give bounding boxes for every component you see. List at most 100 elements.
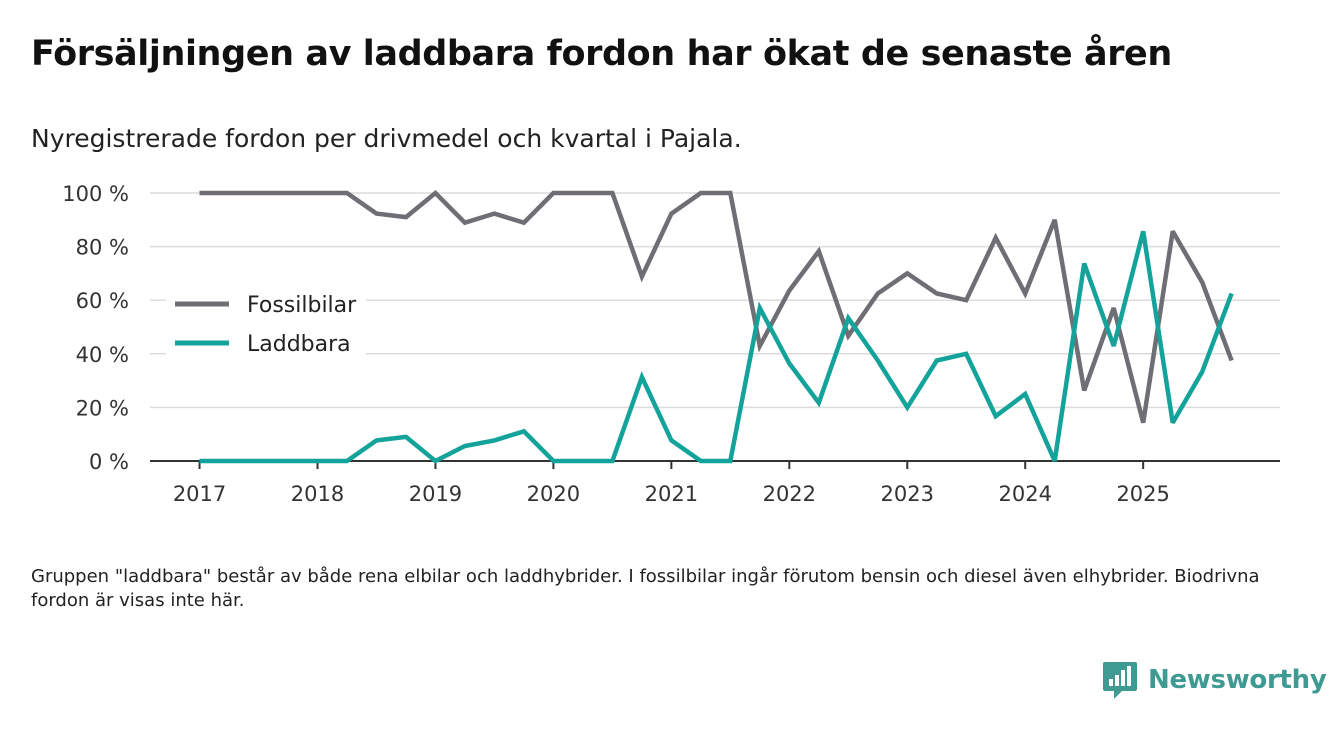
- data-point: [522, 221, 526, 225]
- data-point: [935, 291, 939, 295]
- data-point: [404, 215, 408, 219]
- x-tick-label: 2020: [527, 482, 580, 506]
- data-point: [846, 316, 850, 320]
- brand-logo[interactable]: Newsworthy: [1102, 660, 1327, 700]
- data-point: [728, 191, 732, 195]
- y-tick-label: 0 %: [89, 450, 129, 474]
- x-tick-label: 2021: [645, 482, 698, 506]
- data-point: [286, 191, 290, 195]
- newsworthy-logo-icon: [1103, 662, 1137, 699]
- x-tick-label: 2018: [291, 482, 344, 506]
- legend-label-laddbara: Laddbara: [247, 332, 351, 357]
- data-point: [315, 459, 319, 463]
- data-point: [433, 191, 437, 195]
- data-point: [315, 191, 319, 195]
- data-point: [197, 459, 201, 463]
- data-point: [1023, 291, 1027, 295]
- data-point: [905, 405, 909, 409]
- data-point: [758, 306, 762, 310]
- data-point: [286, 459, 290, 463]
- y-tick-label: 60 %: [76, 289, 129, 313]
- data-point: [551, 191, 555, 195]
- y-tick-label: 20 %: [76, 396, 129, 420]
- data-point: [551, 459, 555, 463]
- data-point: [905, 271, 909, 275]
- series-fossilbilar: [197, 189, 1234, 424]
- x-tick-label: 2024: [998, 482, 1051, 506]
- data-point: [994, 236, 998, 240]
- data-point: [1229, 291, 1233, 295]
- data-point: [669, 438, 673, 442]
- data-point: [817, 249, 821, 253]
- data-point: [787, 361, 791, 365]
- y-tick-label: 40 %: [76, 343, 129, 367]
- data-point: [964, 298, 968, 302]
- data-point: [817, 401, 821, 405]
- data-point: [463, 444, 467, 448]
- y-tick-label: 80 %: [76, 236, 129, 260]
- data-point: [1023, 392, 1027, 396]
- data-point: [1200, 280, 1204, 284]
- data-point: [994, 414, 998, 418]
- legend-label-fossilbilar: Fossilbilar: [247, 293, 357, 318]
- brand-name: Newsworthy: [1148, 665, 1327, 695]
- chart-title: Försäljningen av laddbara fordon har öka…: [31, 34, 1172, 74]
- data-point: [522, 429, 526, 433]
- data-point: [197, 191, 201, 195]
- data-point: [227, 459, 231, 463]
- data-point: [581, 191, 585, 195]
- data-point: [1200, 370, 1204, 374]
- data-point: [492, 438, 496, 442]
- data-point: [1053, 459, 1057, 463]
- series-lines: [197, 189, 1234, 464]
- data-point: [492, 211, 496, 215]
- data-point: [1141, 420, 1145, 424]
- data-point: [1111, 306, 1115, 310]
- series-line-fossilbilar: [199, 189, 1234, 424]
- data-point: [345, 191, 349, 195]
- data-point: [876, 358, 880, 362]
- data-point: [1229, 358, 1233, 362]
- data-point: [1082, 388, 1086, 392]
- legend-background: [166, 286, 366, 366]
- data-point: [640, 375, 644, 379]
- series-laddbara: [197, 229, 1234, 464]
- data-point: [374, 211, 378, 215]
- data-point: [404, 435, 408, 439]
- data-point: [669, 211, 673, 215]
- data-point: [581, 459, 585, 463]
- data-point: [227, 191, 231, 195]
- data-point: [1082, 261, 1086, 265]
- data-point: [758, 344, 762, 348]
- x-tick-label: 2023: [881, 482, 934, 506]
- data-point: [1170, 229, 1174, 233]
- data-point: [728, 459, 732, 463]
- data-point: [610, 191, 614, 195]
- data-point: [1141, 229, 1145, 233]
- data-point: [463, 221, 467, 225]
- data-point: [935, 358, 939, 362]
- chart-subtitle: Nyregistrerade fordon per drivmedel och …: [31, 124, 742, 153]
- data-point: [640, 274, 644, 278]
- data-point: [345, 459, 349, 463]
- data-point: [256, 191, 260, 195]
- data-point: [699, 459, 703, 463]
- x-tick-label: 2017: [173, 482, 226, 506]
- series-line-laddbara: [199, 230, 1234, 464]
- data-point: [1170, 420, 1174, 424]
- x-tick-label: 2022: [763, 482, 816, 506]
- data-point: [964, 352, 968, 356]
- data-point: [374, 438, 378, 442]
- y-tick-label: 100 %: [62, 182, 129, 206]
- y-axis-ticks: 0 % 20 % 40 % 60 % 80 % 100 %: [62, 182, 129, 474]
- data-point: [256, 459, 260, 463]
- data-point: [610, 459, 614, 463]
- data-point: [433, 459, 437, 463]
- legend: Fossilbilar Laddbara: [166, 286, 366, 366]
- data-point: [1111, 344, 1115, 348]
- data-point: [846, 334, 850, 338]
- x-tick-label: 2025: [1116, 482, 1169, 506]
- data-point: [876, 291, 880, 295]
- data-point: [1053, 218, 1057, 222]
